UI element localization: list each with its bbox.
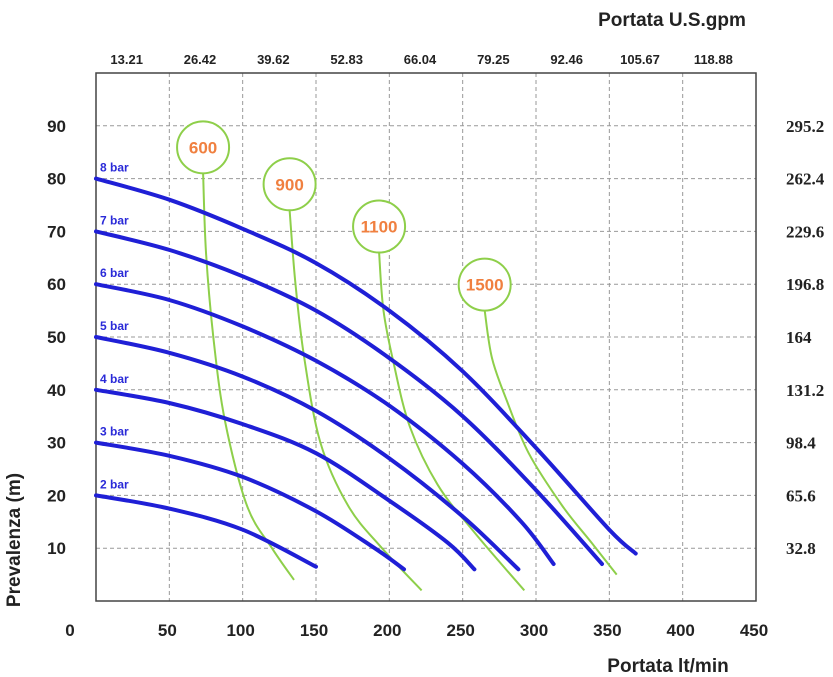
curve-4-bar [94,387,477,572]
y-tick-label: 70 [47,222,66,241]
right-tick-label: 164 [786,328,812,347]
right-tick-label: 295.2 [786,117,824,136]
y-tick-label: 30 [47,434,66,453]
x-tick-label: 250 [446,621,474,640]
curve-8-bar [94,176,638,556]
x-tick-label: 100 [226,621,254,640]
speed-bubble-1100 [352,199,407,254]
speed-bubble-900 [262,157,317,212]
speed-label-1100: 1100 [361,218,398,237]
right-tick-label: 229.6 [786,222,824,241]
curve-6-bar [94,282,556,566]
right-tick-label: 32.8 [786,539,816,558]
speed-curve-1500 [483,310,618,576]
speed-label-600: 600 [189,138,217,157]
x-tick-label: 300 [520,621,548,640]
curve-5-bar [94,335,521,572]
curve-label-8-bar: 8 bar [100,161,129,175]
curve-label-5-bar: 5 bar [100,319,129,333]
y-tick-label: 80 [47,170,66,189]
curve-2-bar [94,493,318,569]
top-tick-label: 79.25 [477,52,510,67]
x-tick-label: 0 [65,621,74,640]
x-tick-label: 200 [373,621,401,640]
curve-label-6-bar: 6 bar [100,266,129,280]
speed-curves: 600 900 1100 1500 [176,120,618,592]
curve-label-7-bar: 7 bar [100,213,129,227]
right-tick-label: 196.8 [786,275,824,294]
y-tick-label: 40 [47,381,66,400]
curve-label-3-bar: 3 bar [100,425,129,439]
speed-label-900: 900 [275,175,303,194]
y-tick-label: 20 [47,486,66,505]
y-tick-label: 50 [47,328,66,347]
speed-bubble-600 [176,120,231,175]
curve-label-2-bar: 2 bar [100,477,129,491]
curve-7-bar [94,229,604,566]
x-tick-label: 450 [740,621,768,640]
tick-labels: 10 20 30 40 50 60 70 80 90 32.8 65.6 98.4 131.2 164 19… [47,52,825,640]
top-tick-label: 92.46 [550,52,583,67]
speed-bubble-1500 [457,257,512,312]
top-tick-label: 66.04 [404,52,437,67]
top-tick-label: 105.67 [620,52,660,67]
top-tick-label: 52.83 [330,52,363,67]
curve-3-bar [94,440,406,572]
curve-label-4-bar: 4 bar [100,372,129,386]
x-tick-label: 50 [158,621,177,640]
right-tick-label: 262.4 [786,170,825,189]
right-tick-label: 98.4 [786,434,816,453]
y-tick-label: 10 [47,539,66,558]
right-tick-label: 65.6 [786,486,816,505]
x-axis-title: Portata lt/min [607,656,728,677]
x-tick-label: 400 [666,621,694,640]
speed-curve-1100 [378,252,526,592]
top-tick-label: 13.21 [110,52,143,67]
top-axis-title: Portata U.S.gpm [598,10,746,31]
speed-curve-900 [288,210,423,592]
y-tick-label: 60 [47,275,66,294]
top-tick-label: 118.88 [694,52,733,67]
speed-label-1500: 1500 [466,276,504,295]
y-axis-title: Prevalenza (m) [4,473,25,607]
top-tick-label: 26.42 [184,52,217,67]
pressure-curves: 2 bar 3 bar 4 bar 5 bar 6 bar 7 bar 8 bar [94,161,638,572]
y-tick-label: 90 [47,117,66,136]
x-tick-label: 150 [300,621,328,640]
top-tick-label: 39.62 [257,52,290,67]
right-tick-label: 131.2 [786,381,824,400]
grid [96,73,756,601]
x-tick-label: 350 [593,621,621,640]
